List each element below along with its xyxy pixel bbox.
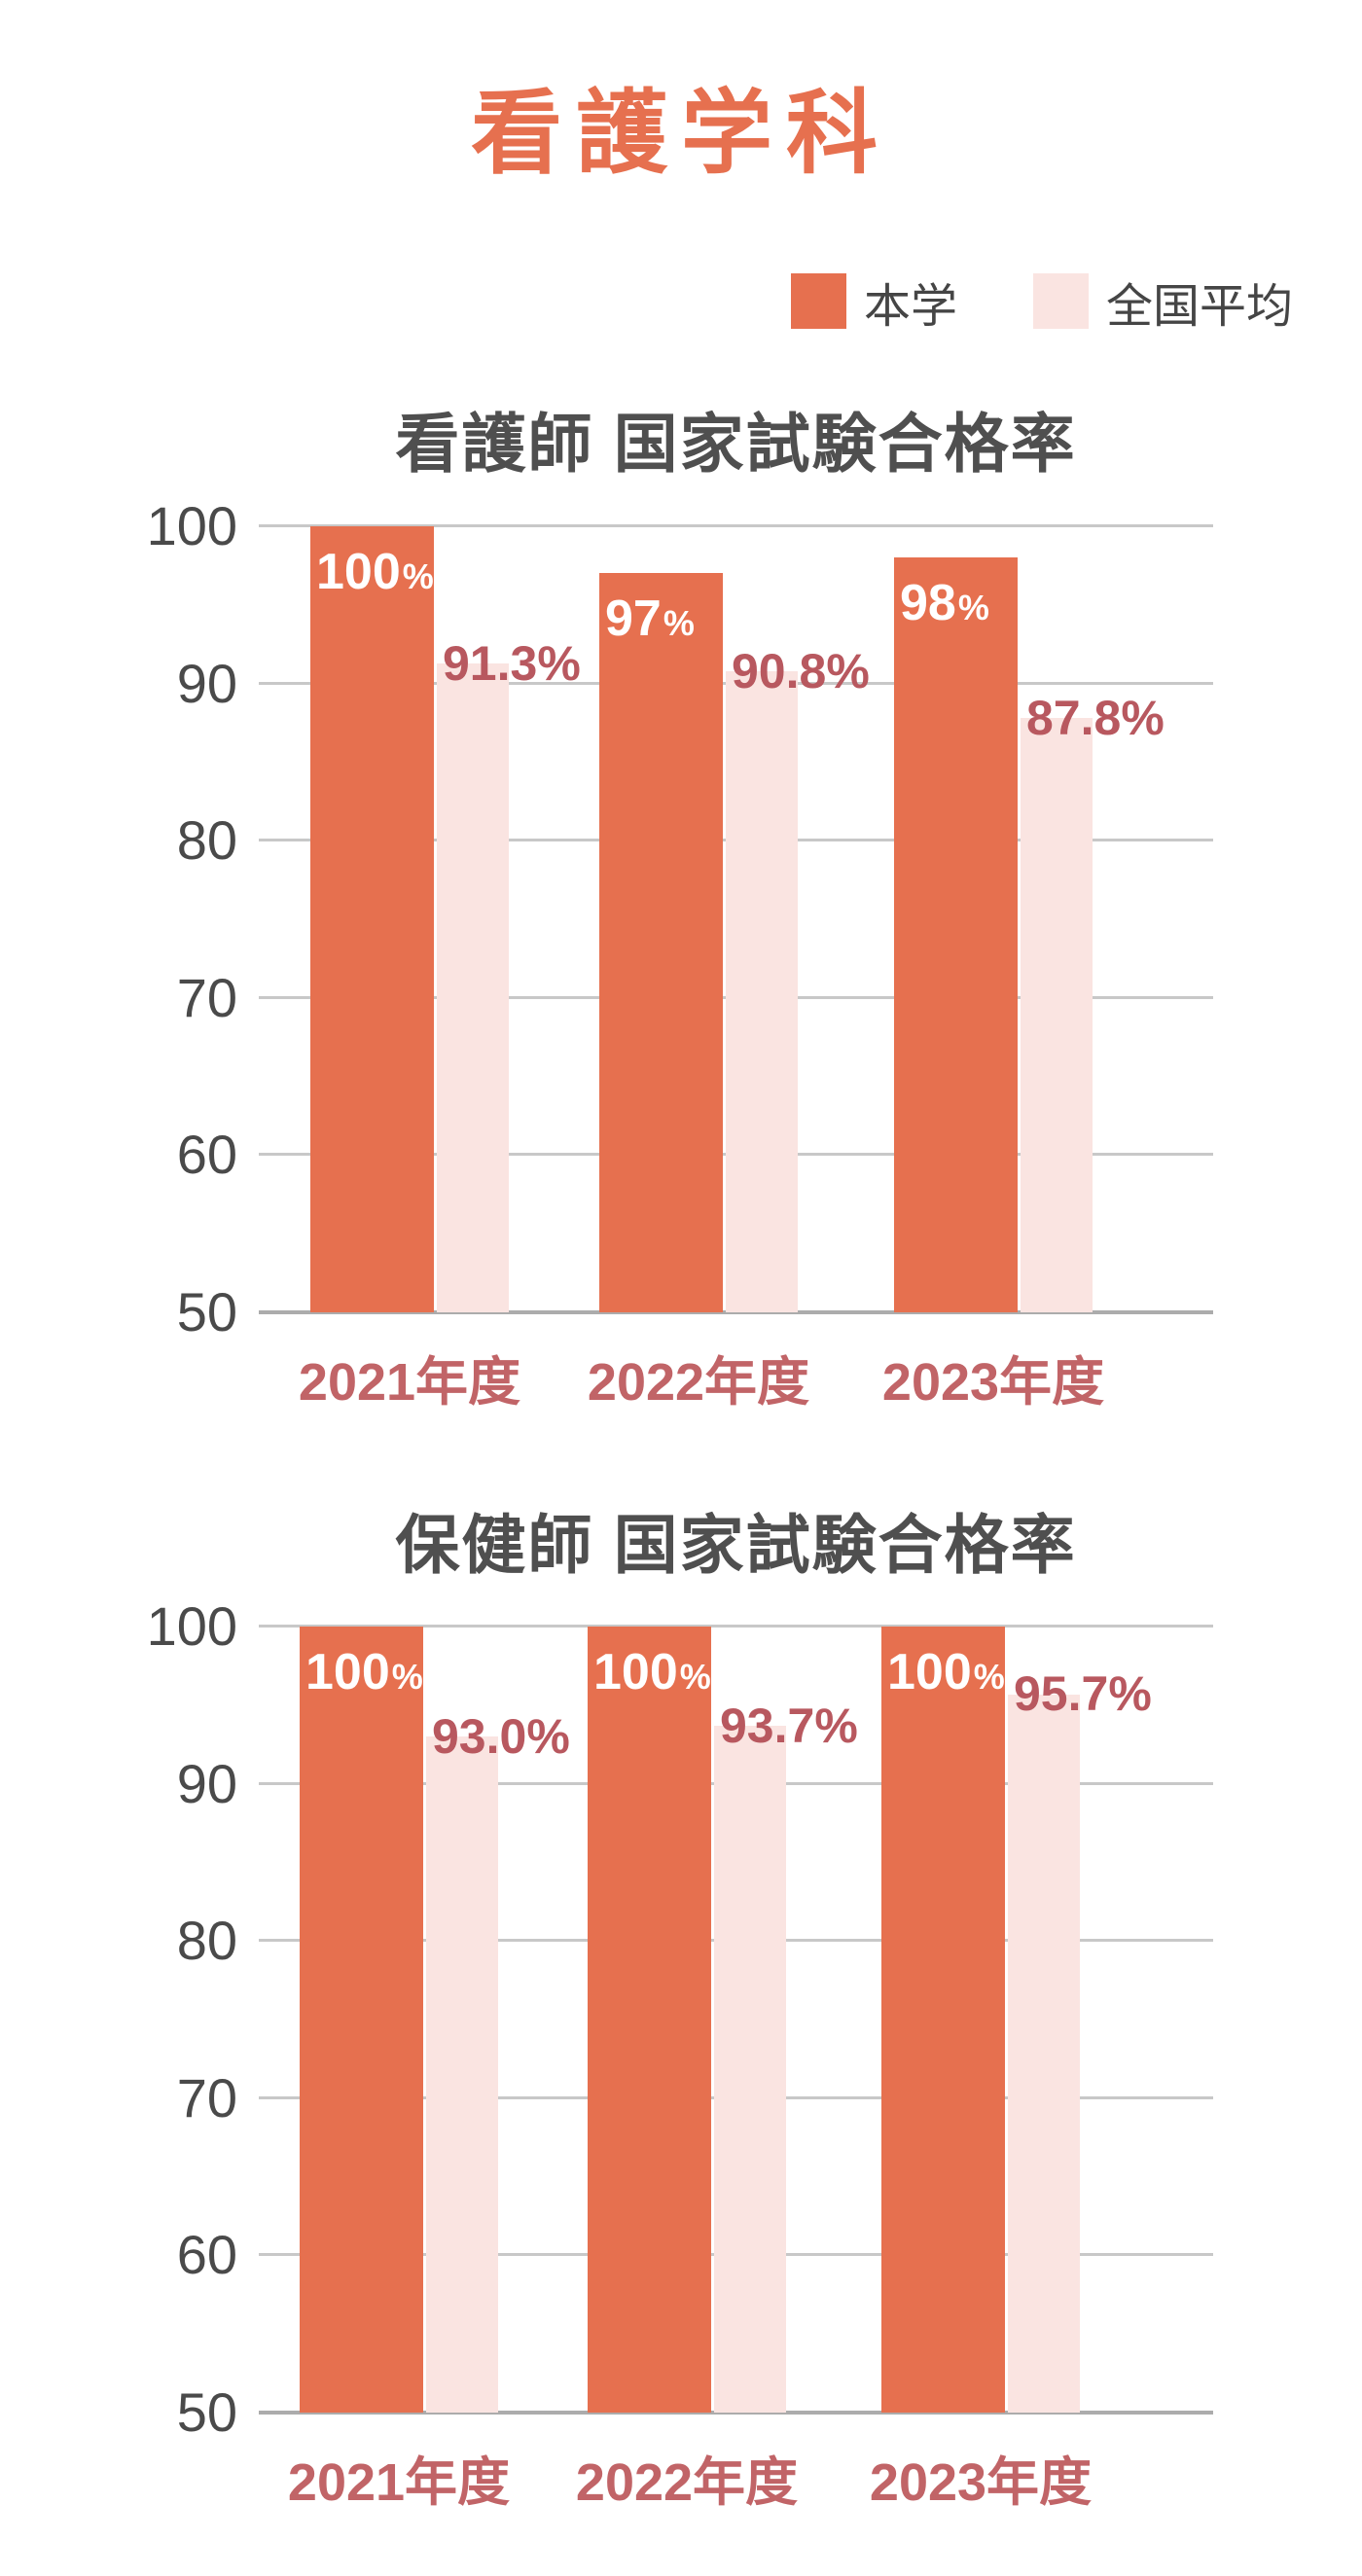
bar-main-1-1 [588,1627,711,2413]
chart-plot-hokenshi: 100 90 80 70 60 50 100% 93.0% 2021年度 100% 93.7% 202… [147,1595,1213,2510]
percent-sign: % [957,588,989,628]
gridline-100 [259,524,1213,527]
legend-label-zenkoku: 全国平均 [1106,280,1294,333]
chart-plot-kangoshi: 100 90 80 70 60 50 100% 91.3% 2021年度 97% 90.8% 2022… [147,495,1213,1410]
bar-label-national-0-1: 90.8% [732,643,870,698]
y-tick-100: 100 [146,495,237,556]
bar-main-1-0 [300,1627,423,2413]
bar-value-number: 100 [887,1644,972,1700]
bar-value-number: 97 [605,590,662,648]
chart-title-hokenshi: 保健師 国家試験合格率 [395,1509,1077,1581]
chart-title-kangoshi: 看護師 国家試験合格率 [395,408,1077,480]
bar-label-main-1-2: 100% [887,1644,1005,1705]
percent-sign: % [391,1657,423,1697]
y-tick-80: 80 [176,809,237,872]
legend-swatch-honkaku [791,273,846,329]
y-tick-100: 100 [146,1595,237,1657]
category-label-1-2: 2023年度 [869,2453,1093,2512]
bar-main-0-0 [310,526,434,1312]
category-label-0-2: 2023年度 [881,1353,1105,1412]
bar-value-number: 98 [900,575,956,632]
gridline-50 [259,2411,1213,2415]
bar-label-main-1-1: 100% [593,1644,711,1705]
bar-label-main-0-2: 98% [900,575,989,636]
legend-swatch-zenkoku [1033,273,1089,329]
percent-sign: % [402,556,434,596]
bar-national-0-1 [726,670,798,1312]
legend-item-honkaku: 本学 [791,273,957,333]
bar-value-number: 100 [316,544,401,600]
y-tick-70: 70 [176,2066,237,2129]
chart-legend: 本学 全国平均 [0,273,1362,333]
percent-sign: % [663,603,695,644]
bar-label-main-1-0: 100% [305,1644,423,1705]
category-label-0-1: 2022年度 [587,1353,810,1412]
page-title: 看護学科 [470,82,891,184]
legend-label-honkaku: 本学 [864,280,958,333]
bar-national-1-0 [426,1736,498,2413]
bar-main-0-1 [599,573,723,1312]
bar-label-national-1-1: 93.7% [720,1698,858,1753]
y-tick-50: 50 [176,2381,237,2443]
y-tick-90: 90 [176,652,237,714]
y-tick-50: 50 [176,1281,237,1342]
category-label-1-1: 2022年度 [575,2453,799,2512]
bar-label-national-0-0: 91.3% [443,635,581,691]
category-label-0-0: 2021年度 [298,1353,521,1412]
bar-value-number: 100 [305,1644,390,1700]
bar-label-national-0-2: 87.8% [1026,691,1165,746]
y-tick-70: 70 [176,966,237,1028]
y-tick-60: 60 [176,1124,237,1186]
gridline-50 [259,1310,1213,1314]
category-label-1-0: 2021年度 [287,2453,511,2512]
bar-national-1-1 [714,1725,786,2413]
bar-label-national-1-0: 93.0% [432,1709,570,1765]
bar-national-1-2 [1008,1694,1080,2413]
bar-national-0-0 [437,662,509,1312]
bar-main-0-2 [894,557,1018,1312]
y-tick-60: 60 [176,2224,237,2286]
bar-label-main-0-0: 100% [316,544,434,605]
legend-item-zenkoku: 全国平均 [1033,273,1293,333]
bar-main-1-2 [881,1627,1005,2413]
gridline-100 [259,1625,1213,1628]
bar-label-main-0-1: 97% [605,590,695,652]
y-tick-90: 90 [176,1752,237,1814]
y-tick-80: 80 [176,1910,237,1972]
bar-national-0-2 [1021,718,1093,1312]
percent-sign: % [973,1657,1005,1697]
bar-value-number: 100 [593,1644,678,1700]
percent-sign: % [679,1657,711,1697]
bar-label-national-1-2: 95.7% [1014,1666,1152,1722]
